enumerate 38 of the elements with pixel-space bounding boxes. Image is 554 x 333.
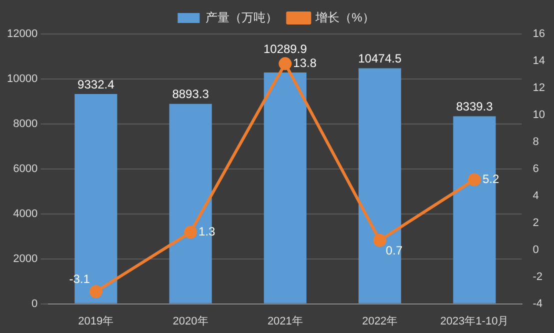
data-label: 8339.3	[456, 100, 494, 114]
y2-tick-label: 2	[532, 216, 539, 229]
y2-tick-label: 6	[532, 162, 539, 175]
y2-tick-label: -2	[532, 270, 543, 283]
point	[278, 57, 292, 70]
x-tick-label: 2023年1-10月	[440, 315, 509, 328]
y2-tick-label: 0	[532, 244, 539, 256]
x-tick-label: 2019年	[78, 315, 114, 328]
y2-tick-label: 4	[532, 190, 539, 202]
y-tick-label: 6000	[13, 162, 38, 175]
y-tick-label: 10000	[6, 73, 38, 85]
data-label: 13.8	[293, 56, 317, 70]
point	[468, 173, 481, 186]
legend-label: 产量（万吨）	[206, 10, 278, 24]
data-label: 8893.3	[172, 87, 210, 102]
y-tick-label: 4000	[13, 208, 38, 220]
point	[89, 285, 102, 298]
y2-tick-label: 10	[532, 108, 546, 121]
y-tick-label: 12000	[6, 28, 38, 40]
bar	[264, 72, 306, 304]
data-label: 10474.5	[358, 52, 402, 66]
x-tick-label: 2021年	[267, 315, 303, 328]
y2-tick-label: -4	[532, 298, 543, 310]
y-tick-label: 0	[31, 298, 38, 310]
data-label: 10289.9	[263, 42, 308, 56]
x-tick-label: 2020年	[172, 315, 208, 328]
y2-tick-label: 8	[532, 136, 539, 148]
y2-tick-label: 16	[532, 28, 546, 40]
x-tick-label: 2022年	[362, 315, 398, 328]
bar	[358, 68, 402, 304]
legend-label: 增长（%）	[314, 10, 374, 24]
y2-tick-label: 14	[532, 55, 546, 68]
y-tick-label: 8000	[13, 118, 38, 130]
point	[373, 234, 386, 247]
data-label: 9332.4	[78, 77, 115, 92]
y2-tick-label: 12	[532, 82, 546, 94]
point	[184, 226, 198, 239]
y-tick-label: 2000	[13, 252, 38, 265]
